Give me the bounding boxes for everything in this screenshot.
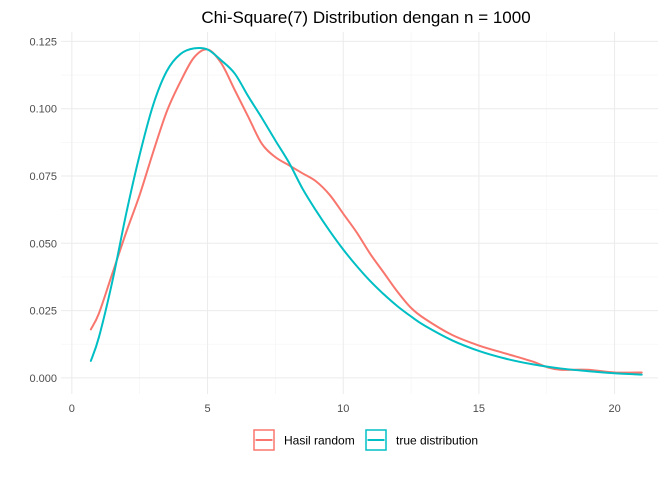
legend-label: Hasil random — [284, 434, 355, 448]
series-line-true-distribution — [89, 46, 643, 376]
x-axis-tick-labels: 0 5 10 15 20 — [69, 403, 621, 415]
x-tick-label: 10 — [337, 403, 349, 415]
x-tick-label: 15 — [473, 403, 485, 415]
legend-item: Hasil random — [253, 429, 355, 451]
legend-item: true distribution — [365, 429, 478, 451]
legend-label: true distribution — [396, 434, 478, 448]
y-axis-tick-labels: 0.000 0.025 0.050 0.075 0.100 0.125 — [29, 36, 57, 384]
y-tick-label: 0.125 — [29, 36, 57, 48]
chart-title: Chi-Square(7) Distribution dengan n = 10… — [201, 8, 530, 27]
legend: Hasil random true distribution — [253, 429, 478, 451]
series-lines — [89, 46, 643, 376]
x-tick-label: 20 — [608, 403, 620, 415]
y-tick-label: 0.100 — [29, 104, 57, 116]
y-tick-label: 0.075 — [29, 171, 57, 183]
series-line-hasil-random — [89, 48, 643, 374]
y-tick-label: 0.025 — [29, 306, 57, 318]
x-tick-label: 0 — [69, 403, 75, 415]
y-tick-label: 0.050 — [29, 238, 57, 250]
grid — [61, 32, 658, 394]
y-tick-label: 0.000 — [29, 373, 57, 385]
x-tick-label: 5 — [204, 403, 210, 415]
